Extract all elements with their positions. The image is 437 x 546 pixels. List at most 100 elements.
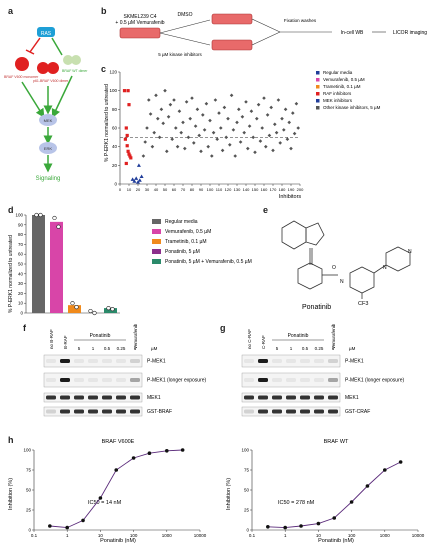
c-point-raf [127, 103, 131, 107]
c-xtick-label: 130 [234, 187, 241, 192]
blot-band [286, 409, 296, 414]
h-data-point [48, 524, 52, 528]
c-legend-marker [316, 85, 320, 89]
d-ytick-label: 30 [18, 281, 24, 286]
c-ytick-label: 60 [112, 126, 118, 131]
panel-label-d: d [8, 205, 14, 215]
d-replicate-point [56, 224, 61, 229]
western-blot-braf: no B-RAF B-RAF Ponatinib Vemurafenib 5 1 0.5 0.… [43, 323, 207, 417]
h-ytick-label: 100 [241, 448, 249, 453]
pathway-diagram: RAS BRAF V600 monomer p61-BRAF V600 dime… [4, 27, 88, 182]
blot-band [46, 378, 56, 382]
h-xtick-label: 0.1 [31, 533, 38, 538]
c-point-mek [132, 179, 137, 183]
panel-label-g: g [220, 323, 226, 333]
panel-label-h: h [8, 435, 14, 445]
blot-band [116, 359, 126, 363]
c-point-other [219, 126, 223, 130]
c-point-other [141, 154, 146, 158]
blot-dose-label: 0.5 [104, 346, 111, 351]
d-legend-swatch [152, 219, 161, 224]
c-xtick-label: 70 [181, 187, 186, 192]
c-point-other [165, 149, 169, 154]
d-ytick-label: 0 [20, 311, 23, 316]
blot-row-label: P-MEK1 (longer exposure) [345, 378, 405, 384]
c-point-other [201, 113, 205, 117]
c-point-raf [128, 154, 132, 158]
blot-band [74, 378, 84, 382]
h-data-point [131, 456, 136, 460]
ras-inhibit-bar [25, 49, 35, 55]
ras-inhibit-line [29, 37, 41, 53]
c-point-other [197, 133, 201, 138]
c-legend-marker [316, 78, 320, 82]
h-data-point [266, 525, 270, 529]
blot-row-label: MEK1 [147, 395, 161, 401]
h-data-point [383, 468, 387, 472]
ponatinib-structure: O N N N CF3 Ponatinib [281, 220, 412, 311]
blot-col-label: C-RAF [261, 335, 266, 349]
d-legend-swatch [152, 229, 161, 234]
cf3-label: CF3 [358, 301, 368, 307]
plate-source [119, 27, 161, 39]
perk-bar-chart: % P-ERK1 normalized to untreated 0 10 20 30… [8, 213, 252, 316]
blot-band [102, 378, 112, 382]
h-data-point [65, 525, 69, 530]
c-xtick-label: 50 [163, 187, 168, 192]
c-point-other [145, 126, 149, 130]
kinase-label: 5 µM kinase inhibitors [158, 52, 202, 57]
imidazole-ring [305, 222, 325, 246]
c-point-other [210, 154, 214, 158]
d-ytick-label: 100 [15, 213, 23, 218]
blot-col-label: no C-RAF [247, 329, 252, 349]
panel-label-e: e [263, 205, 269, 215]
c-point-other [199, 149, 203, 154]
h-data-point [165, 449, 169, 453]
panel-label-c: c [101, 64, 107, 74]
western-blot-craf: no C-RAF C-RAF Ponatinib Vemurafenib 5 1 0.5 0.… [241, 323, 405, 417]
compound-name: Ponatinib [302, 304, 331, 311]
c-point-other [206, 144, 210, 149]
c-point-other [152, 130, 156, 135]
c-point-other [150, 144, 155, 149]
braf-wt-shape-left [63, 55, 73, 65]
p61-shape-left [37, 62, 49, 74]
arrow-merge-1 [251, 18, 281, 33]
c-point-other [280, 116, 284, 121]
h1-xlabel: Ponatinib (nM) [100, 538, 136, 544]
c-point-other [226, 116, 230, 121]
c-xtick-label: 140 [243, 187, 250, 192]
blot-col-label: Vemurafenib [133, 323, 138, 349]
blot-band [328, 378, 338, 382]
piperazine-n1: N [383, 265, 387, 271]
c-point-other [274, 130, 279, 135]
c-point-other [265, 113, 270, 117]
c-point-raf [129, 156, 133, 160]
blot-band [328, 409, 338, 414]
c-xlabel: Inhibitors [279, 194, 302, 200]
d-ytick-label: 50 [18, 262, 24, 267]
blot-band [286, 395, 296, 400]
braf-wt-shape-right [71, 55, 81, 65]
h-xtick-label: 100 [130, 533, 138, 538]
blot-band [102, 395, 112, 400]
blot-band [314, 359, 324, 363]
d-ytick-label: 70 [18, 242, 24, 247]
c-point-other [181, 120, 185, 125]
blot-dose-label: 1 [92, 346, 95, 351]
c-xtick-label: 80 [190, 187, 195, 192]
c-point-raf [124, 161, 128, 166]
c-legend-marker [316, 92, 320, 96]
c-point-other [174, 126, 178, 130]
p61-shape-right [47, 62, 59, 74]
c-point-other [154, 93, 158, 98]
c-xtick-label: 20 [136, 187, 141, 192]
c-xtick-label: 110 [216, 187, 223, 192]
c-legend-label: Other kinase inhibitors, 5 µM [323, 105, 381, 110]
d-replicate-point [92, 310, 97, 316]
c-point-other [161, 121, 165, 126]
c-point-raf [124, 126, 128, 130]
blot-band [60, 395, 70, 400]
braf-wt-label: BRAF WT dimer [62, 69, 88, 73]
c-point-other [217, 111, 221, 115]
